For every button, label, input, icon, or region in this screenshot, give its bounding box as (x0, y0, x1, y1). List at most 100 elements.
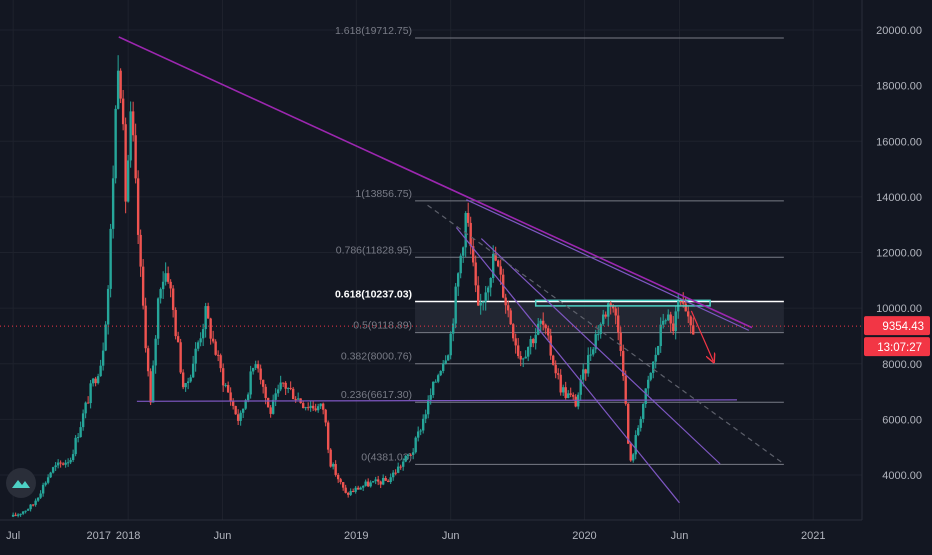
candle-body (579, 379, 582, 395)
candle-body (46, 477, 50, 483)
candle-body (662, 320, 665, 325)
candle-body (459, 255, 462, 274)
fib-level-label: 0(4381.03) (361, 451, 412, 463)
candle-body (304, 407, 307, 409)
candle-body (644, 388, 647, 404)
fib-level-label: 1.618(19712.75) (335, 25, 412, 37)
candle-body (592, 349, 595, 355)
candle-body (687, 311, 690, 317)
candle-body (319, 403, 322, 407)
fib-level-label: 0.236(6617.30) (341, 389, 412, 401)
countdown-tag: 13:07:27 (864, 337, 930, 357)
candle-body (444, 360, 447, 364)
candle-body (214, 341, 217, 355)
candle-body (419, 430, 422, 432)
candle-body (199, 338, 202, 343)
candle-body (411, 452, 415, 455)
time-axis-label: Jul (6, 530, 20, 542)
price-axis-background (862, 0, 932, 550)
candle-body (91, 378, 95, 384)
candle-body (544, 324, 547, 329)
candle-body (409, 454, 412, 456)
drawing-tools-layer[interactable] (0, 36, 862, 504)
candle-body (74, 437, 77, 455)
candle-body (151, 365, 155, 403)
candle-body (166, 273, 170, 282)
candle-body (461, 247, 465, 256)
candle-body (511, 324, 515, 339)
trend-line-support-horizontal (136, 399, 737, 402)
price-axis-label: 14000.00 (876, 192, 922, 204)
candle-body (171, 288, 175, 310)
fib-level-label: 0.382(8000.76) (341, 351, 412, 363)
candle-body (176, 336, 180, 343)
candle-body (534, 334, 537, 344)
candle-body (69, 460, 72, 463)
candle-body (241, 408, 245, 413)
candle-body (154, 338, 157, 366)
candle-body (219, 355, 222, 369)
candle-body (111, 178, 115, 229)
candle-body (109, 228, 112, 289)
candle-body (99, 365, 102, 377)
candle-body (141, 266, 145, 306)
candle-body (679, 301, 682, 303)
candle-body (149, 371, 152, 403)
candle-body (399, 466, 402, 468)
candle-body (476, 285, 480, 306)
candle-body (532, 339, 535, 344)
candle-body (239, 412, 242, 421)
candle-body (116, 70, 120, 109)
candle-body (169, 281, 172, 289)
candle-body (204, 306, 207, 330)
candle-body (446, 355, 450, 361)
candle-body (479, 302, 482, 306)
candle-body (481, 301, 485, 303)
time-axis-label: 2020 (572, 530, 596, 542)
candle-body (519, 355, 522, 360)
candle-body (629, 443, 632, 461)
candle-body (684, 303, 687, 312)
candle-body (379, 481, 382, 485)
candle-body (224, 385, 227, 387)
candle-body (284, 382, 287, 389)
candle-body (64, 462, 67, 465)
candle-body (522, 358, 525, 360)
candle-body (36, 497, 40, 501)
candle-body (139, 234, 142, 267)
candle-body (79, 427, 82, 438)
tradingview-logo-icon[interactable] (6, 468, 36, 498)
candle-body (456, 273, 460, 287)
candle-body (527, 346, 530, 357)
candle-body (637, 427, 640, 436)
candle-body (264, 386, 267, 398)
candle-body (281, 382, 285, 384)
candle-body (186, 381, 190, 384)
candle-body (89, 383, 92, 404)
candle-body (229, 392, 232, 402)
candle-body (554, 364, 557, 374)
fibonacci-retracement[interactable]: 1.618(19712.75) 1(13856.75) 0.786(11828.95… (335, 25, 784, 465)
candle-body (572, 394, 575, 397)
trend-line-channel-upper (466, 199, 750, 331)
candle-body (236, 414, 240, 421)
candle-body (114, 108, 117, 179)
trend-line-channel-mid (480, 238, 721, 465)
countdown-value: 13:07:27 (877, 342, 922, 354)
candle-body (234, 405, 237, 415)
candle-body (314, 408, 317, 411)
price-axis-label: 12000.00 (876, 248, 922, 260)
candle-body (84, 402, 87, 414)
candle-body (582, 369, 585, 380)
candle-body (344, 487, 347, 493)
candle-body (41, 484, 45, 494)
candle-body (311, 405, 315, 409)
logo-mountain-icon (12, 480, 30, 488)
candle-body (674, 311, 677, 332)
candle-body (602, 314, 605, 325)
candle-body (589, 354, 592, 356)
candle-body (464, 213, 467, 248)
